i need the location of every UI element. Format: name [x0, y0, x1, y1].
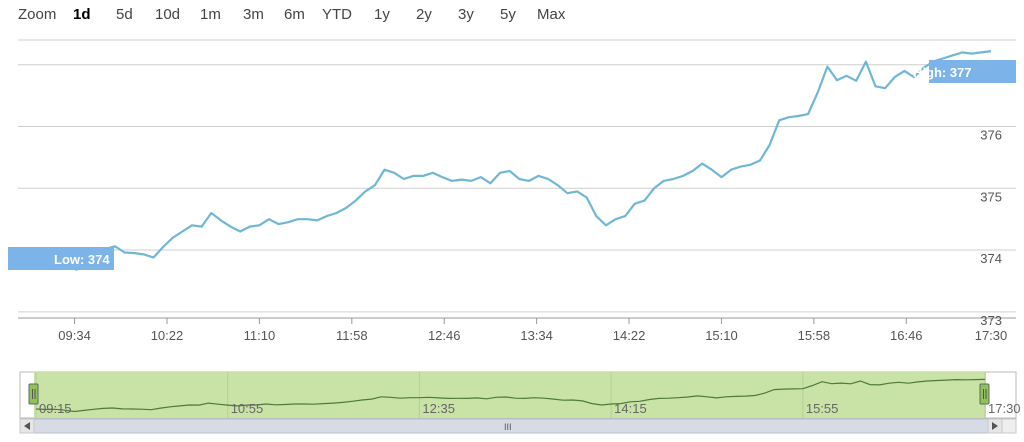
navigator-right-handle[interactable] — [979, 383, 990, 405]
zoom-1m-button[interactable]: 1m — [200, 6, 221, 23]
navigator-series-line — [35, 378, 986, 413]
zoom-6m-button[interactable]: 6m — [284, 6, 305, 23]
navigator[interactable]: 09:15 10:55 12:35 14:15 15:55 17:30 — [19, 371, 1021, 419]
zoom-label: Zoom — [18, 6, 57, 23]
zoom-1d-button[interactable]: 1d — [73, 6, 91, 23]
zoom-5y-button[interactable]: 5y — [500, 6, 516, 23]
y-tick-label: 374 — [980, 251, 1002, 266]
arrow-left-icon[interactable] — [24, 422, 30, 430]
navigator-tick-label: 12:35 — [422, 401, 455, 416]
zoom-5d-button[interactable]: 5d — [116, 6, 133, 23]
navigator-tick-label: 15:55 — [806, 401, 839, 416]
navigator-tick-label: 14:15 — [614, 401, 647, 416]
x-tick-label: 15:58 — [798, 328, 831, 343]
navigator-tick-label: 17:30 — [988, 401, 1021, 416]
navigator-tick-label: 09:15 — [39, 401, 72, 416]
arrow-right-icon[interactable] — [992, 422, 998, 430]
navigator-left-handle[interactable] — [28, 383, 39, 405]
grid — [18, 39, 1016, 319]
zoom-3y-button[interactable]: 3y — [458, 6, 474, 23]
zoom-1y-button[interactable]: 1y — [374, 6, 390, 23]
navigator-time-axis: 09:15 10:55 12:35 14:15 15:55 17:30 — [39, 401, 1021, 416]
zoom-10d-button[interactable]: 10d — [155, 6, 181, 23]
x-tick-label: 14:22 — [613, 328, 646, 343]
y-axis: 373374375376377 — [980, 66, 1002, 328]
x-tick-label: 17:30 — [975, 328, 1008, 343]
x-tick-label: 12:46 — [428, 328, 461, 343]
x-tick-label: 11:58 — [336, 328, 368, 343]
low-flag-label: Low: 374 — [54, 252, 110, 267]
navigator-selected-range[interactable] — [34, 372, 986, 418]
x-tick-label: 09:34 — [58, 328, 91, 343]
scrollbar[interactable]: III — [19, 418, 1017, 434]
zoom-max-button[interactable]: Max — [537, 6, 566, 23]
x-tick-label: 10:22 — [151, 328, 184, 343]
navigator-tick-label: 10:55 — [231, 401, 264, 416]
x-tick-label: 13:34 — [520, 328, 553, 343]
x-axis: 09:34 10:22 11:10 11:58 12:46 13:34 14:22 15:10… — [58, 318, 1007, 343]
low-flag: Low: 374 — [8, 247, 114, 270]
y-tick-label: 375 — [980, 189, 1002, 204]
y-tick-label: 376 — [980, 127, 1002, 142]
zoom-3m-button[interactable]: 3m — [243, 6, 264, 23]
range-selector: Zoom 1d 5d 10d 1m 3m 6m YTD 1y 2y 3y 5y … — [0, 0, 1024, 30]
x-tick-label: 15:10 — [705, 328, 738, 343]
price-series-line — [37, 50, 992, 271]
zoom-ytd-button[interactable]: YTD — [322, 6, 352, 23]
x-tick-label: 16:46 — [890, 328, 923, 343]
high-flag-label: High: 377 — [913, 65, 972, 80]
low-flag-box — [8, 247, 114, 270]
high-flag-box — [929, 60, 1016, 83]
zoom-2y-button[interactable]: 2y — [416, 6, 432, 23]
scrollbar-grip: III — [504, 422, 512, 432]
x-tick-label: 11:10 — [244, 328, 276, 343]
high-flag: High: 377 — [913, 60, 1016, 83]
